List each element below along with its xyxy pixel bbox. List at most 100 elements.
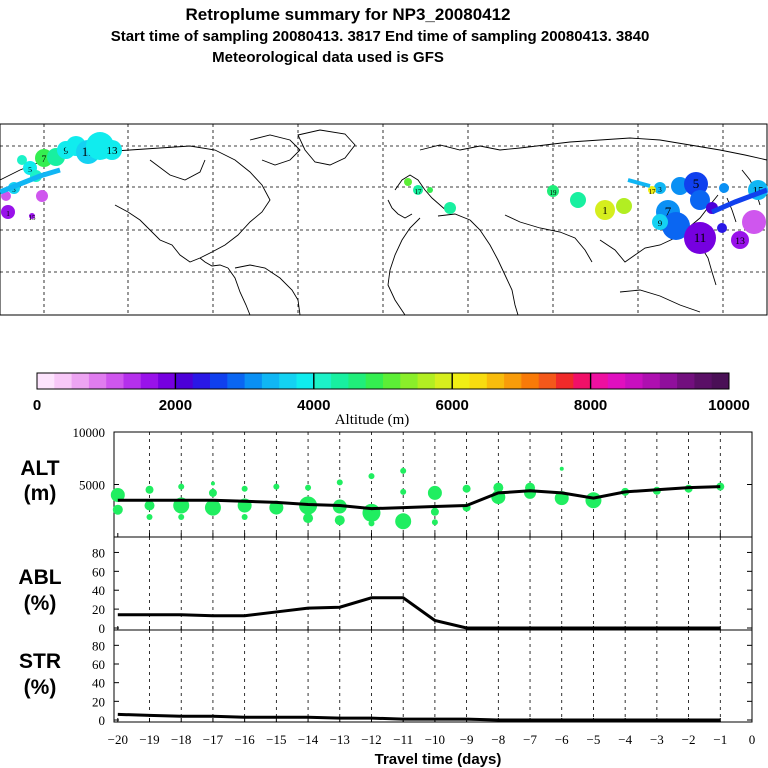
map-panel: 1357911131517191357911131517 [0,123,768,316]
x-tick-label: −20 [108,732,128,747]
colorbar-cell [313,373,332,389]
plume-day-label: 11 [694,230,707,245]
plume-marker [717,223,727,233]
colorbar-cell [192,373,211,389]
plume-marker [17,155,27,165]
plume-day-label: 19 [550,189,558,197]
plume-day-label: 3 [658,186,662,194]
colorbar-cell [452,373,470,389]
y-tick-label: 5000 [79,478,105,493]
altitude-point [144,500,155,511]
colorbar-cell [158,373,176,389]
plume-marker [29,213,35,219]
colorbar: 0 2000 4000 6000 8000 10000 Altitude (m) [33,372,750,428]
colorbar-cell [123,373,142,389]
plume-marker [648,186,656,194]
panel-ylabel-unit: (%) [24,592,57,615]
altitude-point [204,499,221,516]
altitude-point [145,485,154,494]
plume-marker [102,140,122,160]
colorbar-cell [54,373,72,389]
x-tick-label: −4 [618,732,632,747]
y-tick-label: 20 [92,602,105,617]
plume-day-label: 15 [29,214,37,222]
altitude-point [462,484,471,493]
plume-marker [684,172,708,196]
colorbar-cell [694,373,713,389]
colorbar-cell [486,373,505,389]
x-tick-label: −19 [139,732,159,747]
plume-marker [1,205,15,219]
y-tick-label: 60 [92,657,105,672]
colorbar-cell [573,373,591,389]
colorbar-cell [556,373,574,389]
colorbar-cell [711,373,730,389]
altitude-point [303,513,314,524]
altitude-point [273,483,280,490]
x-tick-label: −8 [491,732,505,747]
colorbar-cell [140,373,159,389]
plume-marker [654,182,666,194]
colorbar-cell [210,373,228,389]
plume-marker [570,192,586,208]
panel-ylabel-unit: (%) [24,676,57,699]
colorbar-cells [37,373,730,389]
altitude-point [400,488,407,495]
colorbar-cell [365,373,384,389]
altitude-point [241,485,248,492]
colorbar-cell [348,373,367,389]
plume-marker [413,185,423,195]
colorbar-cell [106,373,124,389]
colorbar-cell [417,373,436,389]
panel-abl: 0 20 40 60 80 ABL (%) [18,536,753,636]
y-tick-label: 40 [92,676,105,691]
plume-marker [595,200,615,220]
altitude-point [146,514,153,521]
plume-day-label: 9 [658,218,663,228]
x-tick-labels: −20 −19 −18 −17 −16 −15 −14 −13 −12 −11 −10 −9 −8 −7−… [108,732,756,747]
panel-frame [113,629,753,723]
panel-ylabel-unit: (m) [24,482,57,505]
altitude-point [305,484,312,491]
altitude-point [395,513,412,530]
plume-marker [1,191,11,201]
panel-ylabel: ABL [18,566,61,589]
colorbar-tick-label: 6000 [436,397,469,414]
plume-day-label: 17 [415,188,423,196]
altitude-point [241,514,248,521]
plume-day-label: 9 [64,146,69,157]
colorbar-cell [434,373,453,389]
plume-streak [627,178,651,188]
plume-marker [690,190,710,210]
plume-marker [742,210,766,234]
altitude-point [368,520,375,527]
plume-day-label: 13 [735,236,745,247]
panel-ylabel: STR [19,650,61,673]
plume-marker [652,214,668,230]
altitude-point [431,519,438,526]
y-tick-label: 0 [99,713,106,728]
x-tick-label: −15 [266,732,286,747]
colorbar-cell [261,373,280,389]
plume-marker [684,222,716,254]
panel-ylabel: ALT [20,457,59,480]
y-tick-label: 0 [99,621,106,636]
figure-title: Retroplume summary for NP3_20080412 [185,5,510,24]
plume-streak [0,167,61,195]
colorbar-cell [625,373,643,389]
plume-day-label: 3 [12,186,16,194]
altitude-point [336,479,343,486]
colorbar-tick-label: 8000 [574,397,607,414]
series-line-str [117,712,721,722]
plume-marker [547,185,559,197]
plume-marker [731,231,749,249]
colorbar-cell [244,373,263,389]
altitude-point [585,492,602,509]
panel-str: 0 20 40 60 80 STR (%) [19,629,753,728]
colorbar-tick-label: 10000 [708,397,750,414]
x-tick-label: −3 [650,732,664,747]
x-tick-label: −1 [713,732,727,747]
altitude-point [178,483,185,490]
colorbar-cell [659,373,678,389]
colorbar-cell [504,373,522,389]
